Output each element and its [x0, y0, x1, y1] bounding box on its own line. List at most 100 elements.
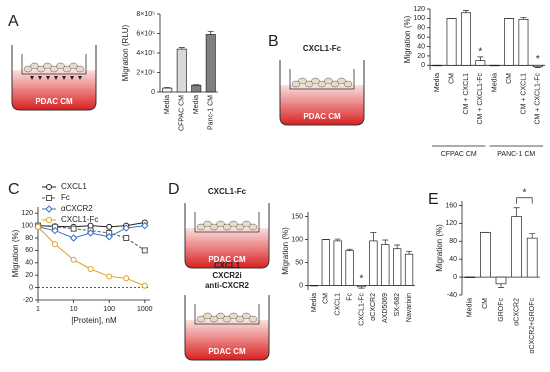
error-bar [477, 56, 484, 61]
cell [209, 315, 219, 323]
bar [176, 48, 187, 93]
x-tick-label: Panc-1 CM [208, 95, 215, 130]
cell [30, 62, 39, 70]
panel-letter: D [168, 181, 180, 198]
well: PDAC CM CXCL1-Fc [279, 44, 365, 126]
cell [36, 65, 46, 73]
bar [393, 248, 402, 286]
marker [46, 217, 52, 223]
group-label: PANC-1 CM [497, 151, 535, 158]
error-bar [462, 10, 469, 13]
x-tick-label: 100 [103, 306, 115, 313]
y-tick-label: 8×10⁵ [136, 11, 155, 18]
error-bar [358, 286, 365, 289]
cell [311, 77, 320, 85]
well-label: PDAC CM [303, 112, 341, 121]
x-tick-label: Media [311, 293, 318, 312]
insert [194, 212, 260, 233]
y-tick-label: -40 [447, 292, 457, 299]
marker [86, 229, 95, 237]
cell [209, 223, 219, 231]
marker [105, 233, 113, 241]
legend-label: αCXCR2 [61, 204, 93, 213]
y-tick-label: 100 [21, 222, 33, 229]
y-axis-label: Migration (%) [403, 15, 412, 63]
well-wall [184, 295, 270, 361]
x-tick-label: CM + CXCL1 [520, 73, 527, 115]
bar [526, 237, 538, 278]
group-label: CFPAC CM [441, 151, 477, 158]
insert [289, 69, 355, 90]
error-bar [406, 251, 413, 255]
well-label: PDAC CM [208, 347, 246, 356]
well-label: PDAC CM [35, 97, 73, 106]
x-tick-label: αCXCR2 [370, 293, 377, 321]
x-tick-label: αCXCR2+GROFc [529, 298, 536, 354]
x-tick-label: CM + CXCL1 [463, 73, 470, 115]
x-tick-label: CFPAC CM [179, 95, 186, 131]
y-tick-label: 20 [25, 272, 33, 279]
y-tick-label: 120 [21, 210, 33, 217]
x-tick-label: Media [492, 73, 499, 92]
migrating-cell [62, 76, 66, 80]
y-axis-label: Migration (%) [281, 227, 290, 275]
error-bar [520, 17, 527, 20]
x-tick-label: CM + CXCL1-Fc [477, 73, 484, 125]
cell [343, 80, 353, 88]
y-tick-label: 40 [25, 260, 33, 267]
y-axis-label: Migration (%) [435, 224, 444, 272]
marker [69, 234, 78, 242]
y-tick-label: 0 [421, 62, 425, 69]
y-tick-label: 0 [151, 89, 155, 96]
error-bar [207, 31, 214, 35]
y-tick-label: -20 [23, 297, 33, 304]
marker [70, 225, 77, 232]
error-bar [178, 47, 185, 50]
error-bar [534, 66, 541, 69]
marker [106, 223, 113, 230]
well-wall [279, 60, 365, 126]
cell [304, 80, 314, 88]
panel-letter: C [8, 181, 20, 198]
cell [56, 62, 65, 70]
bar [205, 34, 216, 93]
legend-label: Fc [61, 193, 70, 202]
x-tick-label: CXCL1 [335, 293, 342, 316]
cell [242, 220, 251, 228]
error-bar [334, 238, 341, 241]
bar [532, 64, 543, 68]
marker [45, 205, 53, 213]
y-tick-label: 40 [449, 256, 457, 263]
x-tick-label: αCXCR2 [513, 298, 520, 326]
well: PDAC CM CXCL1-Fc [184, 187, 270, 269]
bar [480, 231, 491, 278]
y-tick-label: 0 [29, 284, 33, 291]
bar [518, 18, 529, 66]
marker [141, 221, 149, 230]
significance: * [536, 54, 540, 65]
x-tick-label: CM [323, 293, 330, 304]
x-tick-label: Fc [346, 293, 353, 301]
error-bar [513, 207, 520, 217]
bar [504, 18, 515, 66]
x-tick-label: 1000 [137, 306, 153, 313]
insert [194, 304, 260, 325]
marker [141, 282, 148, 289]
y-tick-label: 120 [445, 220, 457, 227]
treatment-label: CXCR2i [212, 271, 241, 280]
significance: * [360, 274, 364, 285]
y-tick-label: 80 [417, 25, 425, 32]
cell [69, 62, 78, 70]
y-tick-label: 20 [417, 53, 425, 60]
x-tick-label: 1 [36, 306, 40, 313]
cell [317, 80, 327, 88]
bar [495, 276, 507, 285]
y-tick-label: 100 [291, 236, 303, 243]
treatment-label: CXCL1-Fc [303, 44, 342, 53]
x-tick-label: SX-682 [394, 293, 401, 316]
cell [49, 65, 59, 73]
x-tick-label: CM + CXCL1-Fc [535, 73, 542, 125]
migrating-cell [38, 76, 42, 80]
y-tick-label: 60 [25, 247, 33, 254]
